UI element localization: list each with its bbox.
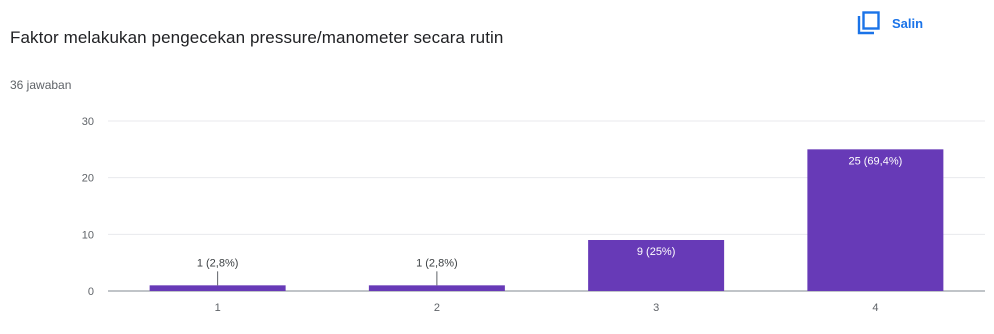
y-tick-label: 0: [88, 286, 94, 298]
copy-icon: [857, 11, 880, 35]
bar: [807, 149, 944, 291]
y-tick-label: 10: [82, 229, 94, 241]
x-tick-label: 2: [434, 302, 440, 314]
copy-button-label: Salin: [892, 15, 924, 31]
copy-button[interactable]: Salin: [856, 10, 923, 36]
data-label: 1 (2,8%): [197, 257, 239, 269]
response-count: 36 jawaban: [10, 78, 72, 92]
data-label: 1 (2,8%): [416, 257, 458, 269]
x-tick-label: 4: [872, 302, 878, 314]
y-tick-label: 20: [82, 173, 94, 185]
data-label: 9 (25%): [637, 246, 676, 258]
bar: [368, 285, 505, 291]
y-tick-label: 30: [82, 116, 94, 128]
x-tick-label: 1: [215, 302, 221, 314]
bar: [588, 240, 725, 291]
data-label: 25 (69,4%): [848, 155, 902, 167]
bar: [149, 285, 286, 291]
x-tick-label: 3: [653, 302, 659, 314]
chart-title: Faktor melakukan pengecekan pressure/man…: [10, 28, 504, 47]
